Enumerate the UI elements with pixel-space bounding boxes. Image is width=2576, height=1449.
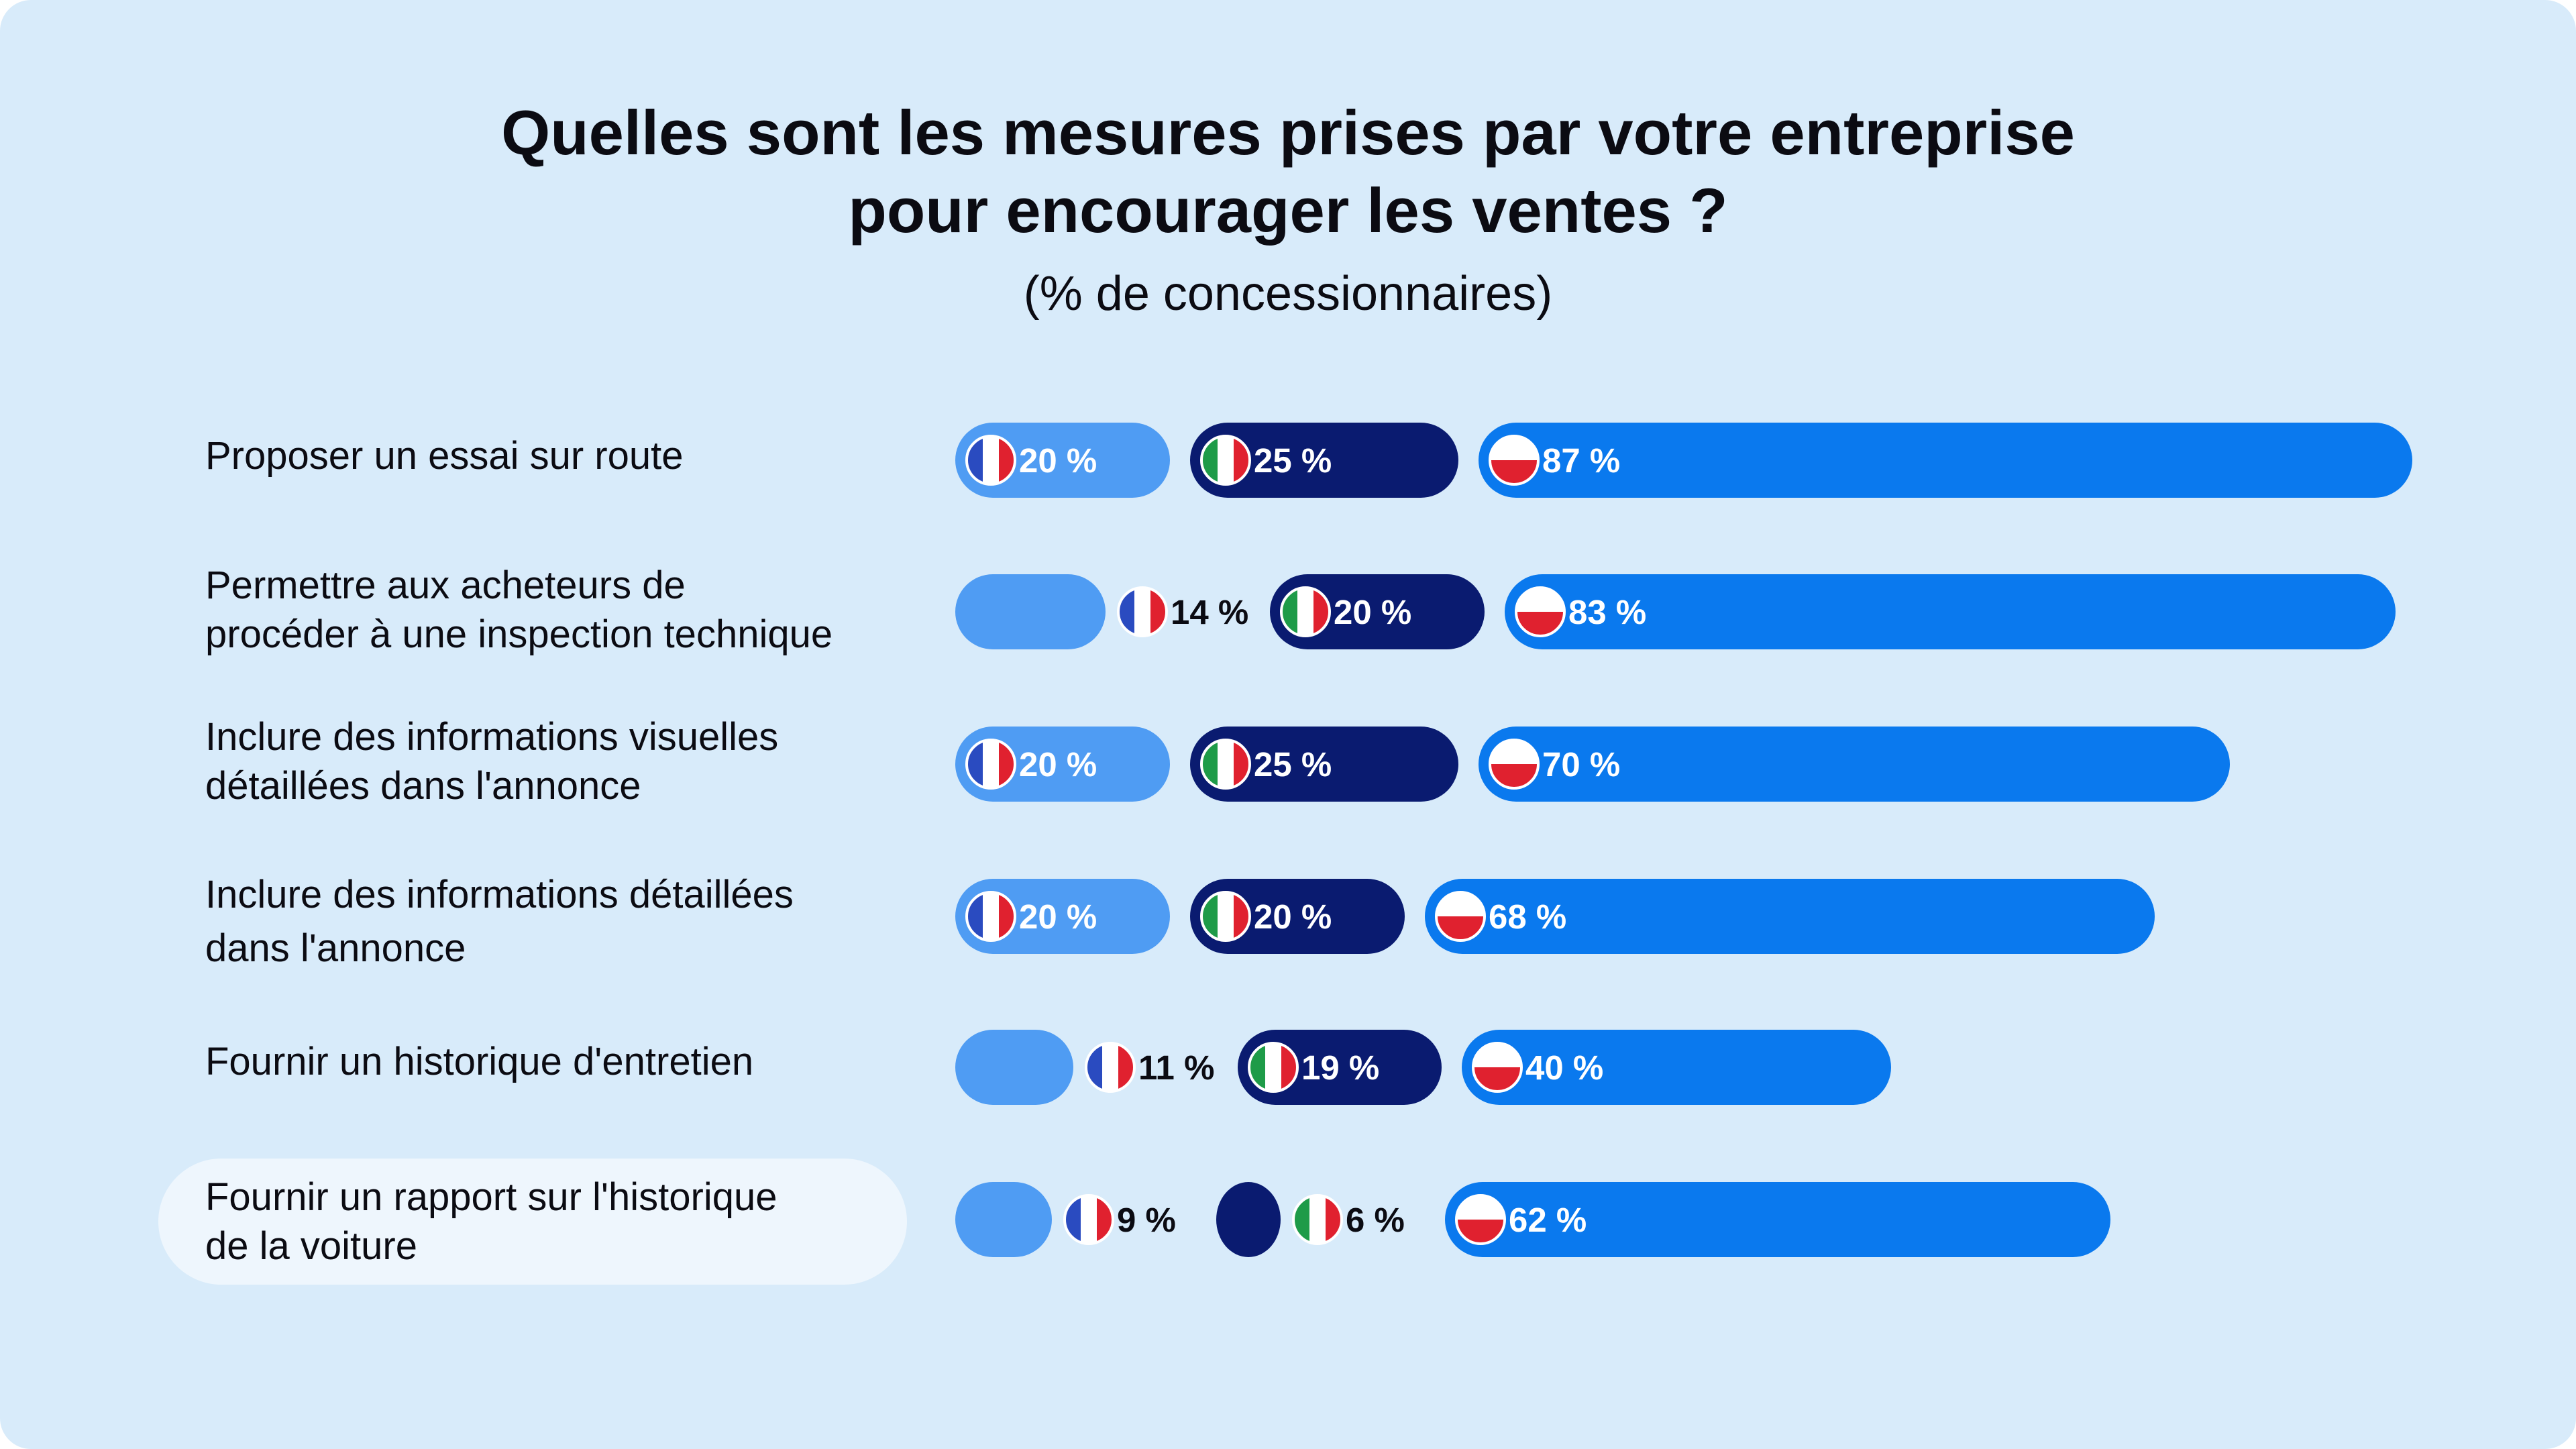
bar-row: 20 % 25 % 87 %: [955, 423, 2412, 498]
row-label-line: Fournir un rapport sur l'historique: [205, 1175, 777, 1219]
poland-flag-icon: [1489, 739, 1540, 790]
row-label-line: Inclure des informations visuelles: [205, 715, 779, 759]
bar-row: 14 % 20 % 83 %: [955, 574, 2396, 649]
bar-france: [955, 423, 1170, 498]
data-label-poland: 87 %: [1542, 441, 1620, 480]
data-label-italy: 19 %: [1301, 1049, 1379, 1087]
data-label-france: 14 %: [1171, 593, 1248, 631]
bar-italy: [1190, 879, 1405, 954]
poland-flag-icon: [1455, 1194, 1506, 1245]
bar-row: 9 % 6 % 62 %: [955, 1182, 2110, 1257]
data-label-poland: 40 %: [1525, 1049, 1603, 1087]
france-flag-icon: [1117, 586, 1168, 637]
bar-france: [955, 574, 1106, 649]
data-label-poland: 62 %: [1509, 1201, 1587, 1239]
italy-flag-icon: [1200, 435, 1251, 486]
france-flag-icon: [965, 891, 1016, 942]
data-label-poland: 68 %: [1489, 898, 1566, 936]
data-label-italy: 20 %: [1254, 898, 1332, 936]
data-label-italy: 25 %: [1254, 745, 1332, 784]
bar-france: [955, 1030, 1073, 1105]
data-label-france: 20 %: [1019, 441, 1097, 480]
bar-poland: [1505, 574, 2396, 649]
data-label-italy: 6 %: [1346, 1201, 1405, 1239]
italy-flag-icon: [1280, 586, 1331, 637]
chart-title-line-1: Quelles sont les mesures prises par votr…: [501, 97, 2075, 168]
bar-poland: [1445, 1182, 2110, 1257]
data-label-poland: 70 %: [1542, 745, 1620, 784]
france-flag-icon: [1063, 1194, 1114, 1245]
italy-flag-icon: [1200, 891, 1251, 942]
row-label-informations-detaillees: Inclure des informations détaillées dans…: [205, 868, 794, 975]
bar-row: 11 % 19 % 40 %: [955, 1030, 1891, 1105]
data-label-poland: 83 %: [1568, 593, 1646, 631]
bar-poland: [1462, 1030, 1891, 1105]
italy-flag-icon: [1292, 1194, 1343, 1245]
row-label-line: Inclure des informations détaillées: [205, 873, 794, 916]
row-label-inspection-technique: Permettre aux acheteurs de procéder à un…: [205, 561, 833, 659]
data-label-france: 20 %: [1019, 745, 1097, 784]
highlighted-row-background: [158, 1159, 907, 1285]
bar-poland: [1425, 879, 2155, 954]
bar-poland: [1479, 423, 2412, 498]
data-label-italy: 25 %: [1254, 441, 1332, 480]
data-label-italy: 20 %: [1334, 593, 1411, 631]
row-label-line: Fournir un historique d'entretien: [205, 1040, 754, 1083]
bar-poland: [1479, 727, 2230, 802]
bar-italy: [1190, 423, 1458, 498]
row-label-rapport-historique: Fournir un rapport sur l'historique de l…: [205, 1173, 777, 1271]
france-flag-icon: [1085, 1042, 1136, 1093]
france-flag-icon: [965, 739, 1016, 790]
row-label-line: Proposer un essai sur route: [205, 434, 684, 478]
row-label-line: Permettre aux acheteurs de: [205, 564, 686, 607]
bar-france: [955, 727, 1170, 802]
poland-flag-icon: [1435, 891, 1486, 942]
bar-france: [955, 879, 1170, 954]
row-label-line: de la voiture: [205, 1224, 417, 1268]
france-flag-icon: [965, 435, 1016, 486]
chart-subtitle: (% de concessionnaires): [1023, 267, 1553, 321]
row-label-line: détaillées dans l'annonce: [205, 764, 641, 808]
row-label-line: procéder à une inspection technique: [205, 612, 833, 656]
data-label-france: 20 %: [1019, 898, 1097, 936]
poland-flag-icon: [1472, 1042, 1523, 1093]
row-label-informations-visuelles: Inclure des informations visuelles détai…: [205, 712, 778, 810]
row-label-essai-route: Proposer un essai sur route: [205, 431, 683, 480]
italy-flag-icon: [1248, 1042, 1299, 1093]
poland-flag-icon: [1515, 586, 1566, 637]
row-label-historique-entretien: Fournir un historique d'entretien: [205, 1037, 753, 1086]
bar-row: 20 % 25 % 70 %: [955, 727, 2230, 802]
bar-italy: [1270, 574, 1485, 649]
italy-flag-icon: [1200, 739, 1251, 790]
row-label-line: dans l'annonce: [205, 926, 466, 970]
chart-title-line-2: pour encourager les ventes ?: [848, 175, 1728, 246]
bar-italy: [1216, 1182, 1281, 1257]
bar-italy: [1190, 727, 1458, 802]
bar-france: [955, 1182, 1052, 1257]
data-label-france: 11 %: [1138, 1049, 1214, 1087]
poland-flag-icon: [1489, 435, 1540, 486]
bar-row: 20 % 20 % 68 %: [955, 879, 2155, 954]
data-label-france: 9 %: [1117, 1201, 1176, 1239]
